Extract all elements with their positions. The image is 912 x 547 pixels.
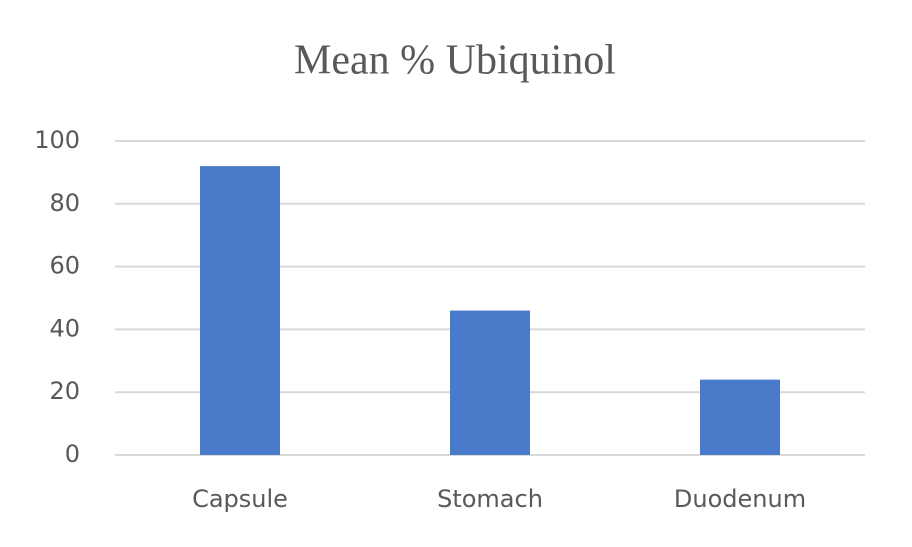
chart-title: Mean % Ubiquinol bbox=[294, 38, 616, 84]
y-tick-label: 40 bbox=[49, 314, 80, 342]
bar bbox=[700, 379, 780, 455]
y-tick-label: 100 bbox=[34, 126, 80, 154]
x-tick-label: Stomach bbox=[437, 485, 543, 513]
x-tick-label: Duodenum bbox=[674, 485, 806, 513]
y-tick-label: 0 bbox=[65, 440, 80, 468]
y-tick-label: 20 bbox=[49, 377, 80, 405]
x-tick-label: Capsule bbox=[192, 485, 288, 513]
bar bbox=[200, 166, 280, 455]
bar bbox=[450, 310, 530, 455]
y-tick-label: 60 bbox=[49, 252, 80, 280]
y-tick-label: 80 bbox=[49, 189, 80, 217]
